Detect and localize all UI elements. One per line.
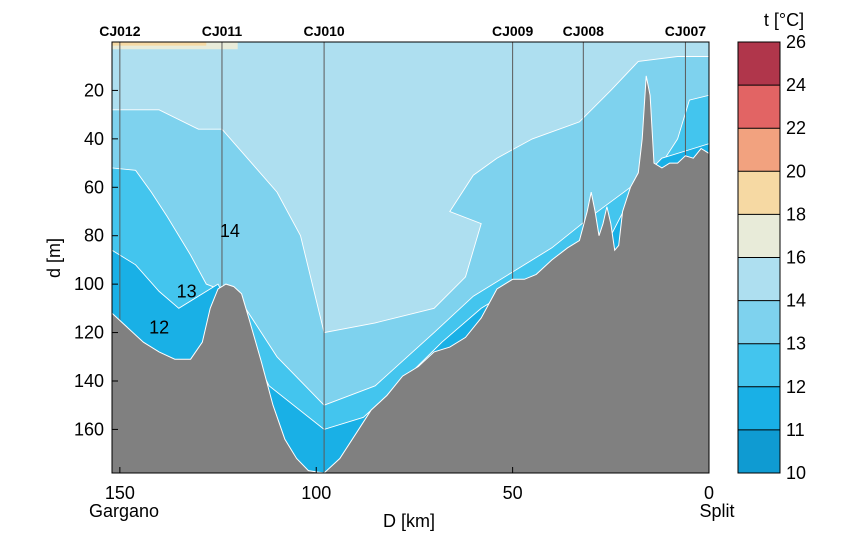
- colorbar-tick-label: 14: [786, 291, 806, 311]
- x-tick-label: 50: [503, 483, 523, 503]
- colorbar-tick-label: 26: [786, 32, 806, 52]
- x-tick-label: 100: [301, 483, 331, 503]
- colorbar-band: [738, 85, 780, 129]
- plot-area: [112, 42, 709, 473]
- colorbar-tick-label: 13: [786, 334, 806, 354]
- y-tick-label: 60: [84, 177, 104, 197]
- colorbar-tick-label: 16: [786, 248, 806, 268]
- colorbar-band: [738, 300, 780, 344]
- colorbar-band: [738, 429, 780, 473]
- colorbar-band: [738, 386, 780, 430]
- colorbar-band: [738, 128, 780, 172]
- x-end-label-right: Split: [699, 501, 734, 521]
- zone-t_18_20: [112, 42, 207, 46]
- y-tick-label: 20: [84, 80, 104, 100]
- contour-label: 13: [177, 281, 197, 301]
- seafloor: [112, 75, 709, 473]
- plot-frame: [111, 41, 710, 474]
- station-label: CJ012: [99, 23, 140, 39]
- station-label: CJ011: [202, 23, 243, 39]
- contour-label: 14: [220, 221, 240, 241]
- y-tick-label: 100: [74, 274, 104, 294]
- colorbar-band: [738, 171, 780, 215]
- colorbar-tick-label: 18: [786, 204, 806, 224]
- y-tick-label: 140: [74, 371, 104, 391]
- x-axis-label: D [km]: [383, 511, 435, 531]
- y-tick-label: 160: [74, 419, 104, 439]
- colorbar-tick-label: 10: [786, 463, 806, 483]
- contour-labels: 14 13 12: [149, 221, 240, 338]
- colorbar-band: [738, 257, 780, 301]
- x-tick-label: 150: [105, 483, 135, 503]
- y-tick-label: 120: [74, 323, 104, 343]
- station-label: CJ007: [665, 23, 706, 39]
- contour-label: 12: [149, 318, 169, 338]
- station-label: CJ009: [492, 23, 533, 39]
- colorbar-tick-label: 11: [786, 420, 805, 440]
- colorbar-title: t [°C]: [764, 10, 804, 30]
- colorbar-band: [738, 343, 780, 387]
- x-tick-label: 0: [704, 483, 714, 503]
- y-tick-label: 40: [84, 129, 104, 149]
- colorbar-tick-label: 12: [786, 377, 806, 397]
- x-end-label-left: Gargano: [89, 501, 159, 521]
- colorbar-band: [738, 42, 780, 86]
- colorbar-tick-label: 22: [786, 118, 806, 138]
- station-label: CJ010: [303, 23, 344, 39]
- colorbar-band: [738, 214, 780, 258]
- colorbar-tick-label: 20: [786, 161, 806, 181]
- axes: 150 100 50 0 20 40 60 80 100 120 140 160: [74, 80, 714, 503]
- y-axis-label: d [m]: [44, 238, 64, 278]
- y-tick-label: 80: [84, 226, 104, 246]
- colorbar: 10 11 12 13 14 16 18 20 22 24 26: [737, 32, 806, 483]
- colorbar-tick-label: 24: [786, 75, 806, 95]
- station-labels: CJ012 CJ011 CJ010 CJ009 CJ008 CJ007: [99, 23, 706, 39]
- station-label: CJ008: [563, 23, 604, 39]
